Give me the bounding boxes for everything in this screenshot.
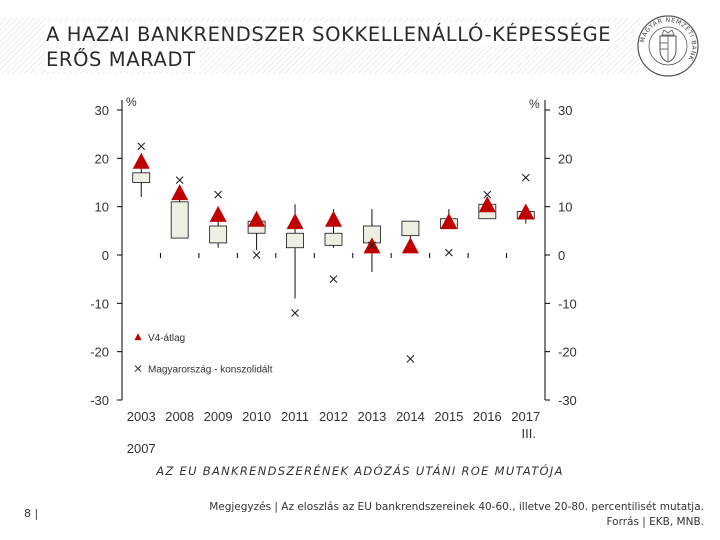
y-tick-label-right: 0: [558, 248, 565, 263]
y-tick-label-left: 20: [95, 151, 109, 166]
mnb-logo: MAGYAR NEMZETI BANK: [637, 15, 699, 77]
y-tick-label-left: -10: [90, 296, 109, 311]
v4-triangle-2009: [209, 205, 227, 222]
y-tick-label-right: 20: [558, 151, 572, 166]
x-label-2016: 2016: [473, 409, 502, 424]
page-title-line-2: ERŐS MARADT: [46, 47, 200, 72]
x-label-2012: 2012: [319, 409, 348, 424]
x-label-2008: 2008: [165, 409, 194, 424]
v4-triangle-2011: [286, 213, 304, 230]
x-label-2013: 2013: [357, 409, 386, 424]
x-label-2017: 2017: [511, 409, 540, 424]
hu-marker-2016: [483, 190, 492, 199]
y-tick-label-right: -30: [558, 393, 577, 408]
box-2014: [401, 220, 420, 237]
hu-marker-2017: [521, 173, 530, 182]
x-label-2011: 2011: [281, 409, 309, 424]
v4-triangle-2016: [478, 196, 496, 213]
y-tick-label-left: -20: [90, 345, 109, 360]
x-label-2010: 2010: [242, 409, 271, 424]
hu-marker-2009: [214, 190, 223, 199]
y-tick-label-right: -10: [558, 296, 577, 311]
y-tick-label-right: 30: [558, 103, 572, 118]
hu-marker-2011: [291, 309, 299, 317]
y-tick-label-left: 30: [95, 103, 109, 118]
page-title-line-1: A HAZAI BANKRENDSZER SOKKELLENÁLLÓ-KÉPES…: [46, 22, 616, 47]
box-2008: [170, 201, 189, 239]
legend-label-hu: Magyarország - konszolidált: [148, 365, 273, 376]
y-tick-label-left: -30: [90, 393, 109, 408]
hu-marker-2012: [329, 275, 338, 284]
hu-marker-2015: [444, 248, 453, 257]
hu-marker-2003: [137, 142, 146, 151]
x-sublabel-10: III.: [522, 426, 536, 441]
hu-marker-2014: [406, 355, 415, 363]
hu-marker-2008: [175, 176, 184, 184]
v4-triangle-2014: [401, 237, 419, 254]
box-2009: [209, 225, 228, 244]
y-unit-left: %: [126, 95, 137, 109]
v4-triangle-2015: [440, 213, 458, 230]
v4-triangle-2008: [171, 184, 189, 201]
y-tick-label-left: 0: [102, 248, 109, 263]
v4-triangle-2003: [132, 152, 150, 169]
x-label-2015: 2015: [434, 409, 463, 424]
footer-notes: Megjegyzés | Az eloszlás az EU bankrends…: [209, 500, 704, 530]
x-label-2009: 2009: [204, 409, 233, 424]
x-sublabel-0: 2007: [127, 441, 156, 456]
legend-x-icon: [134, 365, 142, 372]
x-label-2014: 2014: [396, 409, 425, 424]
v4-triangle-2010: [248, 210, 266, 227]
footnote: Megjegyzés | Az eloszlás az EU bankrends…: [209, 501, 704, 513]
page-number: 8 |: [24, 507, 39, 520]
y-tick-label-left: 10: [95, 200, 109, 215]
v4-triangle-2017: [517, 203, 535, 220]
box-2011: [286, 232, 304, 249]
source-note: Forrás | EKB, MNB.: [606, 516, 704, 528]
hu-marker-2013: [368, 241, 376, 250]
box-2003: [132, 172, 151, 183]
chart-title: AZ EU BANKRENDSZERÉNEK ADÓZÁS UTÁNI ROE …: [156, 464, 564, 478]
legend-triangle-icon: [134, 333, 142, 341]
y-unit-right: %: [529, 97, 540, 111]
x-label-2003: 2003: [127, 409, 156, 424]
page-title: A HAZAI BANKRENDSZER SOKKELLENÁLLÓ-KÉPES…: [46, 22, 636, 72]
box-2012: [324, 232, 343, 246]
hu-marker-2010: [252, 251, 261, 259]
y-tick-label-right: -20: [558, 345, 577, 360]
legend-label-v4: V4-átlag: [148, 333, 185, 344]
y-tick-label-right: 10: [558, 200, 572, 215]
v4-triangle-2012: [325, 210, 342, 227]
